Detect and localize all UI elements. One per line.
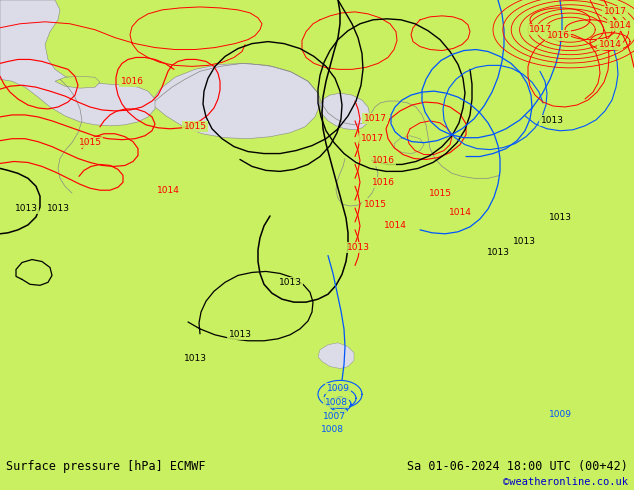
- Polygon shape: [394, 136, 424, 153]
- Text: 1013: 1013: [183, 354, 207, 363]
- Text: 1013: 1013: [541, 116, 564, 125]
- Text: 1013: 1013: [486, 248, 510, 257]
- Text: Surface pressure [hPa] ECMWF: Surface pressure [hPa] ECMWF: [6, 460, 205, 473]
- Text: 1013: 1013: [548, 214, 571, 222]
- Text: 1013: 1013: [15, 203, 37, 213]
- Text: 1009: 1009: [327, 384, 349, 393]
- Text: Sa 01-06-2024 18:00 UTC (00+42): Sa 01-06-2024 18:00 UTC (00+42): [407, 460, 628, 473]
- Text: 1014: 1014: [598, 40, 621, 49]
- Text: 1017: 1017: [361, 134, 384, 143]
- Text: 1013: 1013: [347, 243, 370, 252]
- Text: 1008: 1008: [321, 425, 344, 435]
- Text: 1015: 1015: [79, 138, 101, 147]
- Polygon shape: [0, 0, 155, 126]
- Text: 1017: 1017: [363, 114, 387, 123]
- Text: 1015: 1015: [183, 122, 207, 131]
- Text: 1007: 1007: [323, 412, 346, 420]
- Text: 1015: 1015: [363, 199, 387, 209]
- Text: 1016: 1016: [120, 77, 143, 86]
- Text: 1017: 1017: [529, 25, 552, 34]
- Text: 1013: 1013: [46, 203, 70, 213]
- Text: 1014: 1014: [449, 208, 472, 218]
- Text: ©weatheronline.co.uk: ©weatheronline.co.uk: [503, 477, 628, 487]
- Polygon shape: [318, 343, 354, 368]
- Polygon shape: [152, 63, 320, 139]
- Text: 1014: 1014: [384, 221, 406, 230]
- Text: 1016: 1016: [547, 31, 569, 40]
- Text: 1017: 1017: [604, 7, 626, 16]
- Polygon shape: [320, 93, 370, 130]
- Text: 1009: 1009: [548, 410, 571, 418]
- Text: 1013: 1013: [278, 278, 302, 287]
- Text: 1015: 1015: [429, 189, 451, 197]
- Text: 1014: 1014: [157, 186, 179, 195]
- Text: 1016: 1016: [372, 178, 394, 187]
- Text: 1013: 1013: [512, 237, 536, 246]
- Text: 1013: 1013: [228, 330, 252, 340]
- Text: 1008: 1008: [325, 398, 347, 407]
- Polygon shape: [55, 76, 100, 88]
- Text: 1014: 1014: [609, 21, 631, 30]
- Text: 1016: 1016: [372, 156, 394, 165]
